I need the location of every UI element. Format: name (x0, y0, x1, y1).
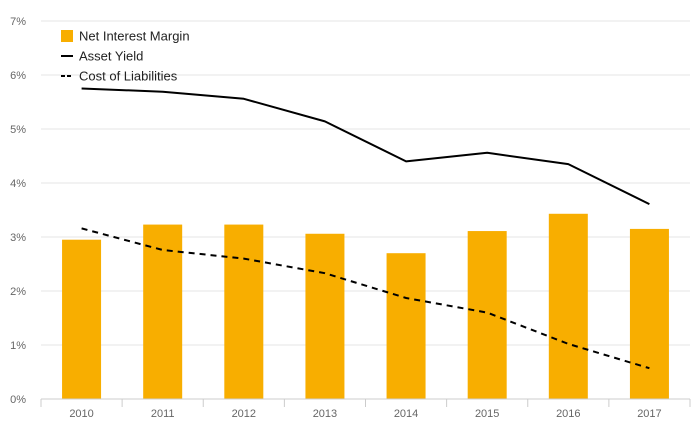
legend-label-asset-yield: Asset Yield (79, 49, 143, 64)
x-tick-label: 2011 (151, 408, 175, 420)
line-cost-of-liabilities (81, 227, 650, 370)
bar-net-interest-margin (224, 224, 264, 399)
legend-label-net-interest-margin: Net Interest Margin (79, 29, 190, 44)
bar-net-interest-margin (467, 231, 507, 399)
legend-swatch-net-interest-margin (61, 30, 73, 42)
line-asset-yield (81, 87, 650, 205)
x-tick-label: 2017 (637, 408, 661, 420)
line-series-asset-yield (81, 87, 650, 205)
y-tick-label: 3% (10, 232, 26, 244)
legend-item-asset-yield: Asset Yield (61, 49, 143, 64)
legend-label-cost-of-liabilities: Cost of Liabilities (79, 69, 178, 84)
y-tick-label: 2% (10, 286, 26, 298)
x-tick-label: 2013 (313, 408, 337, 420)
bar-net-interest-margin (386, 253, 426, 399)
y-tick-label: 6% (10, 70, 26, 82)
bar-net-interest-margin (143, 224, 183, 399)
x-tick-label: 2014 (394, 408, 418, 420)
legend: Net Interest Margin Asset Yield Cost of Li… (61, 29, 190, 84)
legend-item-net-interest-margin: Net Interest Margin (61, 29, 190, 44)
y-tick-label: 5% (10, 124, 26, 136)
y-tick-label: 7% (10, 16, 26, 28)
line-series-cost-of-liabilities (81, 227, 650, 370)
x-tick-label: 2015 (475, 408, 499, 420)
x-axis: 2010 2011 2012 2013 2014 2015 2016 2017 (40, 398, 691, 420)
x-tick-label: 2016 (556, 408, 580, 420)
bars-net-interest-margin (62, 213, 669, 399)
y-tick-label: 4% (10, 178, 26, 190)
y-axis-ticks: 0% 1% 2% 3% 4% 5% 6% 7% (10, 16, 26, 406)
legend-item-cost-of-liabilities: Cost of Liabilities (61, 69, 178, 84)
x-tick-label: 2010 (69, 408, 93, 420)
bar-net-interest-margin (305, 233, 345, 399)
y-tick-label: 1% (10, 340, 26, 352)
bar-net-interest-margin (62, 239, 102, 399)
y-tick-label: 0% (10, 394, 26, 406)
bar-net-interest-margin (548, 213, 588, 399)
x-tick-label: 2012 (232, 408, 256, 420)
bar-net-interest-margin (629, 228, 669, 399)
